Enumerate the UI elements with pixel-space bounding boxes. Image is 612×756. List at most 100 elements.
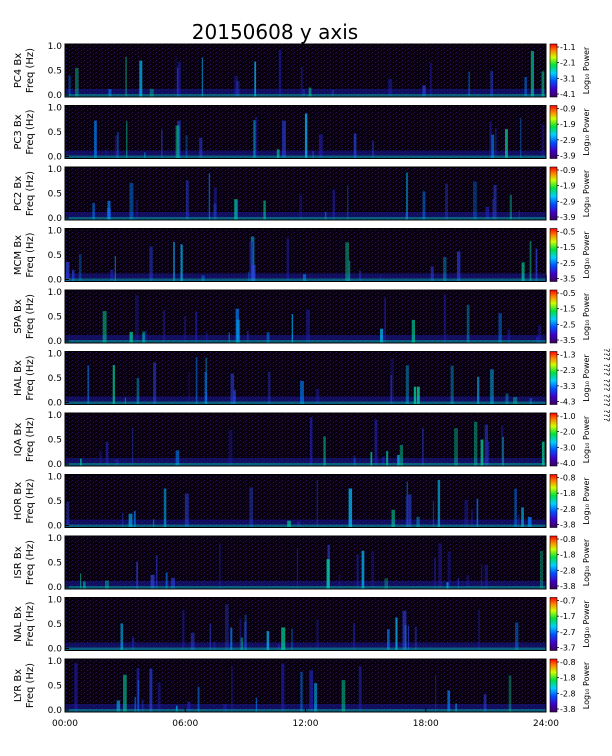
spectral-streak: [353, 133, 357, 159]
colorbar-tick-label: -4.1: [560, 90, 576, 99]
spectral-streak: [72, 269, 75, 282]
spectral-streak: [173, 242, 175, 282]
spectral-streak: [308, 87, 312, 97]
spectral-streak: [178, 62, 181, 97]
spectral-streak: [518, 210, 520, 220]
spectral-streak: [195, 357, 198, 405]
spectral-streak: [281, 627, 286, 651]
spectral-streak: [165, 572, 168, 589]
spectral-streak: [319, 134, 323, 159]
freq-axis-label: Freq (Hz): [25, 109, 36, 154]
colorbar-label: Log₁₀ Power: [582, 661, 591, 709]
y-tick-label: 0.5: [48, 67, 62, 77]
colorbar-tick-label: -2.5: [560, 320, 576, 329]
spectral-streak: [414, 626, 417, 651]
spectral-streak: [468, 71, 471, 97]
spectral-streak: [300, 66, 303, 97]
y-tick-label: 1.0: [48, 350, 63, 360]
spectral-streak: [255, 116, 258, 159]
baseline-power: [65, 647, 546, 651]
baseline-power: [65, 463, 546, 466]
spectral-streak: [163, 310, 165, 343]
colorbar-label: Log₁₀ Power: [582, 292, 591, 340]
spectral-streak: [473, 181, 477, 220]
y-tick-label: 0.0: [48, 706, 63, 716]
spectral-streak: [446, 582, 449, 589]
spectral-streak: [374, 419, 378, 466]
spectral-streak: [234, 199, 238, 220]
spectral-streak: [249, 487, 254, 528]
spectral-streak: [142, 332, 145, 343]
spectral-streak: [137, 680, 139, 712]
spectral-streak: [175, 55, 177, 97]
spectral-streak: [116, 700, 121, 712]
spectral-streak: [356, 554, 359, 589]
baseline-power: [65, 340, 546, 343]
spectral-streak: [104, 149, 107, 159]
station-label: PC4 Bx: [13, 53, 24, 88]
y-tick-label: 1.0: [48, 596, 63, 606]
colorbar-tick-label: -0.8: [560, 658, 576, 667]
spectral-streak: [114, 256, 116, 282]
spectral-streak: [395, 617, 398, 651]
spectral-streak: [105, 442, 109, 466]
panel-hal: 0.0 0.5 1.0 HAL Bx Freq (Hz) -1.3 -2.3 -3.3 -4.3…: [13, 350, 591, 409]
spectral-streak: [115, 459, 119, 466]
spectral-streak: [323, 436, 326, 466]
colorbar-label: Log₁₀ Power: [582, 538, 591, 586]
colorbar-tick-label: -1.1: [560, 43, 576, 52]
colorbar-label: Log₁₀ Power: [582, 354, 591, 402]
spectral-streak: [348, 260, 351, 282]
colorbar-tick-label: -0.9: [560, 105, 576, 114]
spectral-streak: [408, 625, 410, 651]
plot-noise: [65, 474, 546, 528]
y-tick-label: 0.0: [48, 214, 63, 224]
spectral-streak: [236, 319, 241, 343]
spectral-streak: [524, 77, 527, 97]
spectral-streak: [156, 555, 158, 589]
colorbar: [549, 658, 558, 713]
colorbar-tick-label: -1.5: [560, 305, 576, 314]
chart-title: 20150608 y axis: [192, 20, 358, 44]
spectral-streak: [145, 330, 147, 343]
spectral-streak: [399, 444, 403, 466]
spectral-streak: [281, 663, 285, 712]
y-tick-label: 0.5: [48, 620, 62, 630]
spectral-streak: [391, 509, 395, 528]
spectral-streak: [149, 246, 153, 282]
spectral-streak: [466, 575, 470, 589]
station-label: PC3 Bx: [13, 114, 24, 149]
colorbar-tick-label: -1.5: [560, 243, 576, 252]
baseline-power: [65, 401, 546, 405]
spectral-streak: [94, 120, 97, 159]
spectral-streak: [538, 325, 542, 343]
colorbar-label: Log₁₀ Power: [582, 415, 591, 463]
colorbar-tick-label: -1.8: [560, 551, 576, 560]
spectral-streak: [254, 61, 257, 97]
plot-noise: [65, 536, 546, 589]
y-tick-label: 0.0: [48, 91, 63, 101]
freq-axis-label: Freq (Hz): [25, 478, 36, 523]
spectral-streak: [454, 428, 458, 466]
y-tick-label: 1.0: [48, 104, 63, 114]
spectral-streak: [149, 668, 153, 712]
spectral-streak: [379, 275, 382, 282]
y-tick-label: 0.5: [48, 251, 62, 261]
colorbar-tick-label: -4.3: [560, 398, 576, 407]
spectral-streak: [338, 575, 341, 589]
freq-axis-label: Freq (Hz): [25, 171, 36, 216]
spectral-streak: [300, 380, 304, 405]
spectral-streak: [422, 428, 424, 466]
spectral-streak: [141, 699, 144, 712]
spectral-streak: [163, 488, 167, 528]
spectral-streak: [282, 120, 286, 159]
spectral-streak: [278, 49, 281, 97]
spectral-streak: [530, 51, 534, 97]
low-freq-band: [65, 89, 546, 97]
spectral-streak: [304, 113, 308, 159]
spectral-streak: [455, 703, 457, 712]
panel-nal: 0.0 0.5 1.0 NAL Bx Freq (Hz) -0.7 -1.7 -2.7 -3.7…: [13, 596, 591, 655]
spectral-streak: [507, 329, 511, 343]
spectral-streak: [541, 71, 545, 97]
y-tick-label: 0.5: [48, 190, 62, 200]
